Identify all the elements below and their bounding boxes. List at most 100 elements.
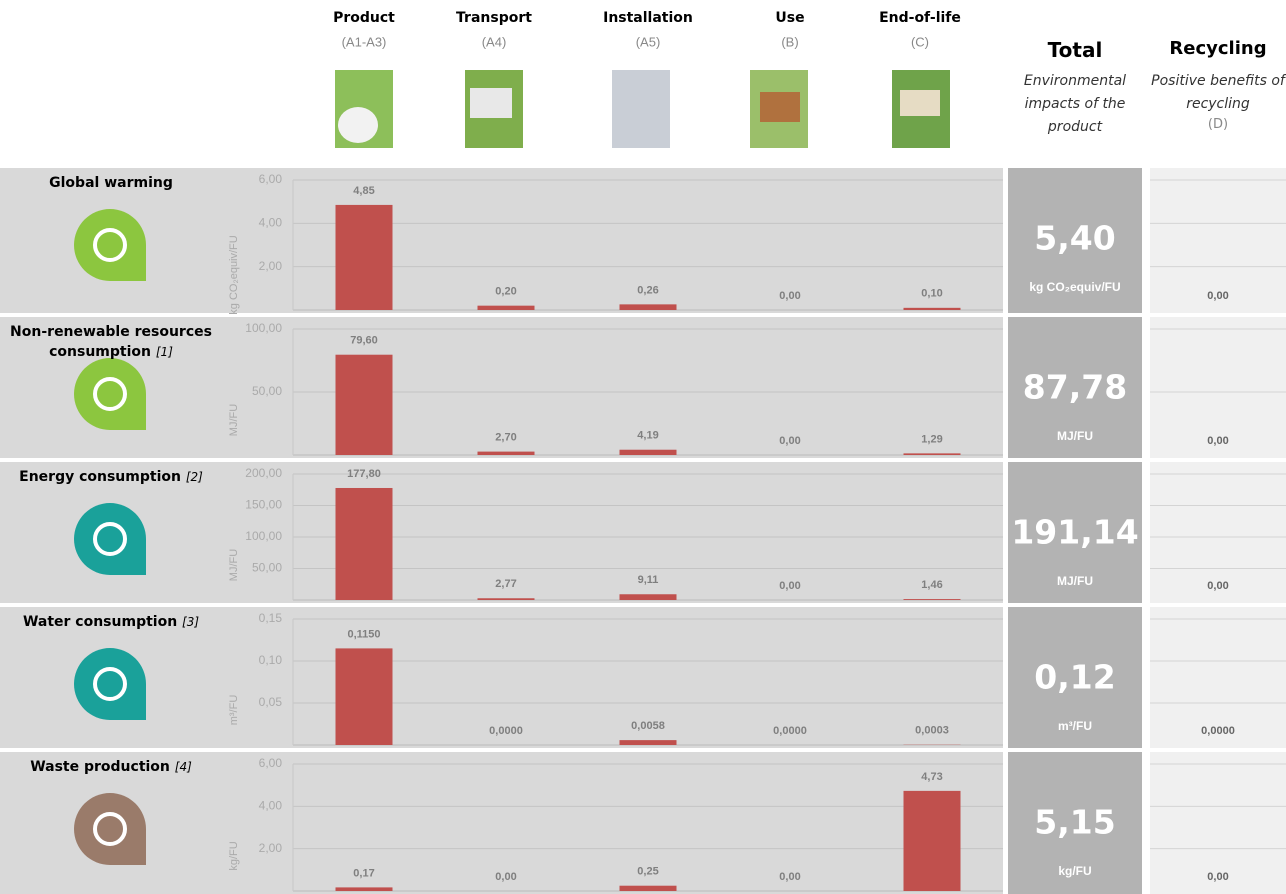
bar xyxy=(904,453,961,455)
bar xyxy=(904,308,961,310)
value-label: 0,0000 xyxy=(489,725,523,737)
bar xyxy=(620,886,677,891)
y-tick-label: 100,00 xyxy=(245,321,282,335)
indicator-icon xyxy=(74,209,146,281)
value-label: 0,26 xyxy=(637,284,658,296)
total-value: 5,15 xyxy=(1034,803,1115,842)
bar xyxy=(620,304,677,310)
use-image-detail xyxy=(760,92,800,122)
total-value: 0,12 xyxy=(1034,658,1115,697)
y-tick-label: 2,00 xyxy=(259,841,283,855)
y-axis-label: m³/FU xyxy=(228,695,240,726)
value-label: 79,60 xyxy=(350,335,378,347)
y-tick-label: 6,00 xyxy=(259,172,283,186)
y-tick-label: 4,00 xyxy=(259,216,283,230)
recycling-title: Recycling xyxy=(1150,38,1286,59)
value-label: 0,1150 xyxy=(347,628,380,640)
indicator-icon xyxy=(74,358,146,430)
value-label: 177,80 xyxy=(347,468,381,480)
total-unit: MJ/FU xyxy=(1057,429,1093,443)
bar xyxy=(336,648,393,745)
recycling-value: 0,00 xyxy=(1207,435,1228,447)
footnote-ref: [1] xyxy=(156,345,173,359)
value-label: 0,00 xyxy=(495,871,516,883)
recycling-code: (D) xyxy=(1150,117,1286,132)
stage-name: Product xyxy=(333,10,395,26)
recycling-value: 0,00 xyxy=(1207,580,1228,592)
indicator-title: Global warming xyxy=(0,173,222,193)
value-label: 0,0058 xyxy=(631,720,665,732)
y-tick-label: 0,15 xyxy=(259,611,283,625)
stage-code: (C) xyxy=(911,34,929,49)
value-label: 1,29 xyxy=(921,433,942,445)
value-label: 4,73 xyxy=(921,771,942,783)
y-tick-label: 0,05 xyxy=(259,695,283,709)
indicator-title: Energy consumption [2] xyxy=(0,467,222,487)
bar xyxy=(478,598,535,600)
indicator-icon xyxy=(74,503,146,575)
recycling-subtitle: Positive benefits of recycling xyxy=(1150,70,1286,116)
value-label: 0,0003 xyxy=(915,725,949,737)
total-unit: kg/FU xyxy=(1058,864,1091,878)
value-label: 2,77 xyxy=(495,578,516,590)
bar xyxy=(336,355,393,455)
y-axis-label: kg/FU xyxy=(228,841,240,870)
y-tick-label: 100,00 xyxy=(245,529,282,543)
recycling-value: 0,00 xyxy=(1207,871,1228,883)
footnote-ref: [2] xyxy=(186,470,203,484)
y-axis-label: kg CO₂equiv/FU xyxy=(228,235,240,315)
y-tick-label: 200,00 xyxy=(245,466,282,480)
footnote-ref: [4] xyxy=(175,760,192,774)
value-label: 0,00 xyxy=(779,290,800,302)
indicator-title: Non-renewable resources consumption [1] xyxy=(0,322,222,362)
stage-code: (B) xyxy=(781,34,798,49)
value-label: 0,20 xyxy=(495,286,516,298)
bar xyxy=(620,594,677,600)
y-tick-label: 4,00 xyxy=(259,799,283,813)
value-label: 4,19 xyxy=(637,430,658,442)
total-value: 87,78 xyxy=(1023,368,1127,407)
bar xyxy=(336,205,393,310)
value-label: 0,25 xyxy=(637,866,658,878)
stage-name: End-of-life xyxy=(879,10,961,26)
bar xyxy=(478,306,535,310)
y-tick-label: 50,00 xyxy=(252,384,282,398)
page: Product(A1-A3)Transport(A4)Installation(… xyxy=(0,0,1286,894)
total-value: 191,14 xyxy=(1011,513,1138,552)
value-label: 0,00 xyxy=(779,871,800,883)
total-unit: m³/FU xyxy=(1058,719,1092,733)
product-image-detail xyxy=(338,107,378,143)
value-label: 0,00 xyxy=(779,580,800,592)
total-title: Total xyxy=(1008,38,1142,62)
stage-code: (A5) xyxy=(636,34,661,49)
value-label: 2,70 xyxy=(495,432,516,444)
y-tick-label: 2,00 xyxy=(259,259,283,273)
bar xyxy=(620,740,677,745)
y-tick-label: 0,10 xyxy=(259,653,283,667)
bar xyxy=(336,887,393,891)
total-unit: kg CO₂equiv/FU xyxy=(1029,280,1120,294)
bar xyxy=(478,452,535,455)
y-tick-label: 50,00 xyxy=(252,561,282,575)
value-label: 1,46 xyxy=(921,579,942,591)
value-label: 0,10 xyxy=(921,288,942,300)
stage-name: Installation xyxy=(603,10,693,26)
bar xyxy=(904,791,961,891)
value-label: 0,17 xyxy=(353,867,374,879)
y-axis-label: MJ/FU xyxy=(228,549,240,581)
stage-code: (A4) xyxy=(482,34,507,49)
end-of-life-image-detail xyxy=(900,90,940,116)
indicator-title: Water consumption [3] xyxy=(0,612,222,632)
value-label: 0,00 xyxy=(779,435,800,447)
stage-illustrations xyxy=(335,70,950,148)
bar xyxy=(904,599,961,600)
footnote-ref: [3] xyxy=(182,615,199,629)
total-unit: MJ/FU xyxy=(1057,574,1093,588)
stage-name: Use xyxy=(775,10,804,26)
value-label: 4,85 xyxy=(353,185,374,197)
installation-image xyxy=(612,70,670,148)
stage-code: (A1-A3) xyxy=(342,34,387,49)
recycling-value: 0,00 xyxy=(1207,290,1228,302)
bar xyxy=(620,450,677,455)
value-label: 0,0000 xyxy=(773,725,807,737)
